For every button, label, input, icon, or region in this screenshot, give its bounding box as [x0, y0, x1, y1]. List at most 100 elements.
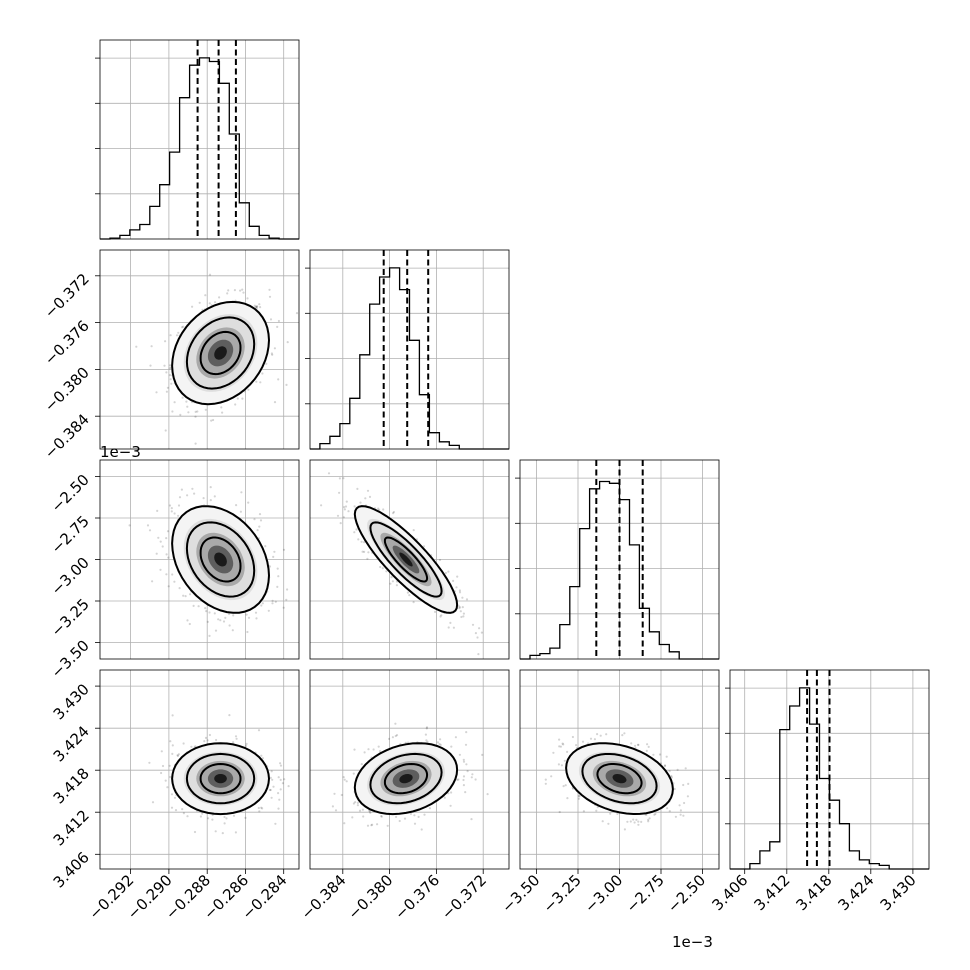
scatter-point [259, 519, 263, 522]
scatter-point [191, 487, 194, 490]
density-fill-4 [399, 774, 413, 784]
scatter-point [621, 734, 624, 737]
scatter-point [261, 602, 264, 605]
scatter-point [277, 792, 280, 795]
scatter-point [601, 820, 604, 823]
scatter-point [283, 778, 286, 781]
scatter-point [208, 611, 211, 614]
scatter-point [456, 575, 459, 578]
scatter-point [647, 818, 650, 821]
scatter-point [646, 743, 649, 746]
scatter-point [461, 606, 464, 609]
scatter-point [231, 629, 234, 632]
x-tick-label: −2.50 [664, 871, 709, 916]
scatter-point [417, 815, 420, 819]
scatter-point [232, 741, 235, 744]
scatter-point [449, 621, 452, 625]
scatter-point [376, 823, 379, 826]
panel-frame [729, 669, 930, 870]
x-tick-label: −0.372 [438, 871, 490, 923]
scatter-point [161, 545, 164, 548]
scatter-point [175, 334, 179, 337]
scatter-point [271, 599, 274, 603]
scatter-point [449, 804, 452, 807]
scatter-point [177, 753, 180, 756]
scatter-point [378, 750, 382, 753]
scatter-point [595, 809, 598, 812]
scatter-point [439, 743, 442, 747]
scatter-point [358, 809, 362, 812]
scatter-point [460, 615, 463, 619]
scatter-point [178, 587, 181, 590]
scatter-point [438, 558, 442, 562]
scatter-point [191, 305, 194, 308]
scatter-point [364, 497, 367, 500]
scatter-panel-3-1 [309, 669, 510, 870]
scatter-point [640, 820, 643, 824]
scatter-point [159, 568, 162, 571]
scatter-point [371, 823, 374, 826]
scatter-point [277, 575, 280, 578]
y-tick-label: −3.50 [48, 637, 93, 682]
scatter-point [339, 522, 342, 525]
scatter-point [177, 331, 180, 334]
scatter-point [215, 738, 218, 742]
scatter-point [282, 548, 286, 551]
scatter-point [271, 778, 274, 781]
scatter-point [184, 595, 187, 598]
scatter-point [193, 492, 196, 495]
scatter-point [209, 499, 212, 502]
scatter-point [182, 325, 185, 328]
scatter-point [663, 764, 667, 767]
contour-line-2 [383, 536, 429, 583]
scatter-point [331, 805, 334, 808]
y-tick-label: −0.372 [41, 270, 93, 322]
scatter-point [636, 743, 640, 746]
scatter-point [596, 733, 599, 736]
scatter-point [253, 304, 256, 307]
scatter-point [173, 401, 176, 404]
scatter-point [637, 823, 640, 826]
scatter-point [353, 531, 356, 534]
scatter-point [578, 795, 581, 798]
scatter-point [171, 714, 174, 717]
scatter-point [424, 733, 427, 736]
scatter-point [270, 770, 273, 773]
scatter-point [368, 810, 371, 813]
scatter-point [277, 378, 280, 381]
scatter-point [544, 782, 547, 785]
scatter-point [258, 810, 261, 813]
scatter-point [347, 510, 350, 513]
scatter-point [665, 755, 668, 758]
scatter-point [261, 372, 264, 375]
scatter-point [345, 500, 348, 503]
scatter-point [194, 442, 197, 445]
scatter-point [609, 812, 612, 815]
scatter-point [366, 557, 369, 560]
y-tick-label: −0.384 [41, 410, 93, 462]
scatter-point [356, 804, 359, 807]
scatter-point [173, 796, 177, 799]
scatter-point [670, 776, 674, 779]
scatter-point [668, 770, 671, 773]
scatter-point [181, 396, 184, 399]
scatter-point [256, 529, 259, 532]
scatter-point [632, 818, 635, 821]
histogram-series-0 [100, 57, 299, 240]
scatter-point [277, 319, 280, 323]
scatter-point [647, 820, 650, 823]
scatter-point [166, 530, 170, 533]
scatter-point [171, 744, 174, 747]
scatter-point [436, 741, 439, 744]
scatter-panel-1-0 [99, 249, 300, 450]
scatter-point [210, 419, 213, 422]
y-tick-label: −3.00 [48, 554, 93, 599]
scatter-point [340, 793, 343, 797]
scatter-point [663, 764, 667, 768]
hist-panel-2 [515, 459, 720, 660]
scatter-point [363, 751, 366, 754]
scatter-point [258, 513, 262, 516]
scatter-point [412, 529, 415, 532]
scatter-point [366, 489, 370, 492]
scatter-point [438, 742, 441, 746]
